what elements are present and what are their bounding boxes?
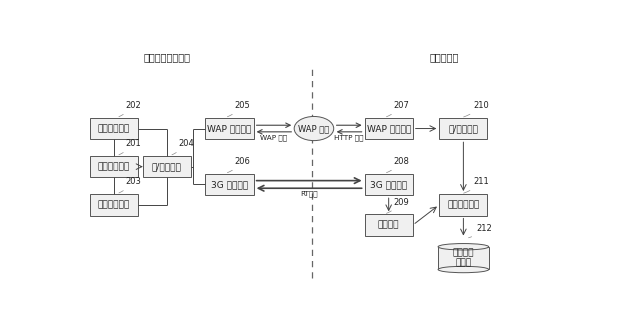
Text: WAP 协议: WAP 协议 <box>261 134 287 141</box>
FancyBboxPatch shape <box>439 194 488 215</box>
FancyBboxPatch shape <box>90 118 138 139</box>
Text: 208: 208 <box>386 157 409 173</box>
Text: 206: 206 <box>228 157 250 173</box>
FancyBboxPatch shape <box>364 174 413 195</box>
Text: 202: 202 <box>119 101 141 117</box>
Text: 207: 207 <box>386 101 409 117</box>
Text: 3G 通讯单元: 3G 通讯单元 <box>211 180 248 189</box>
Text: 加/解密单元: 加/解密单元 <box>152 162 182 171</box>
Text: WAP 通讯单元: WAP 通讯单元 <box>366 124 411 133</box>
Ellipse shape <box>438 244 489 250</box>
Text: 204: 204 <box>172 139 194 155</box>
FancyBboxPatch shape <box>439 118 488 139</box>
Text: 205: 205 <box>228 101 250 117</box>
FancyBboxPatch shape <box>364 118 413 139</box>
Text: 人脸特征
数据库: 人脸特征 数据库 <box>453 248 474 268</box>
Text: 解密单元: 解密单元 <box>378 220 399 230</box>
Ellipse shape <box>294 116 334 141</box>
Text: WAP 网关: WAP 网关 <box>299 124 330 133</box>
FancyBboxPatch shape <box>205 118 254 139</box>
FancyBboxPatch shape <box>143 156 191 178</box>
Text: 210: 210 <box>463 101 489 117</box>
Text: 203: 203 <box>119 177 141 193</box>
Text: 加/解密单元: 加/解密单元 <box>448 124 478 133</box>
Ellipse shape <box>438 266 489 273</box>
Text: 209: 209 <box>386 198 409 213</box>
Text: 人脸登录单元: 人脸登录单元 <box>98 124 130 133</box>
Text: 212: 212 <box>468 224 492 238</box>
FancyBboxPatch shape <box>90 156 138 178</box>
FancyBboxPatch shape <box>438 247 489 270</box>
Text: WAP 通讯单元: WAP 通讯单元 <box>208 124 252 133</box>
Text: 人脸注册单元: 人脸注册单元 <box>98 200 130 209</box>
Text: 3G 通讯单元: 3G 通讯单元 <box>370 180 407 189</box>
FancyBboxPatch shape <box>90 194 138 215</box>
Text: 视频采集单元: 视频采集单元 <box>98 162 130 171</box>
Text: RT协议: RT协议 <box>300 190 318 197</box>
FancyBboxPatch shape <box>364 214 413 236</box>
Text: 人脸识别单元: 人脸识别单元 <box>447 200 480 209</box>
Text: 后端服务器: 后端服务器 <box>429 52 459 62</box>
Text: 前端人脸采集终端: 前端人脸采集终端 <box>144 52 190 62</box>
Text: HTTP 协议: HTTP 协议 <box>335 134 364 141</box>
Text: 201: 201 <box>119 139 141 155</box>
Text: 211: 211 <box>463 177 489 193</box>
FancyBboxPatch shape <box>205 174 254 195</box>
